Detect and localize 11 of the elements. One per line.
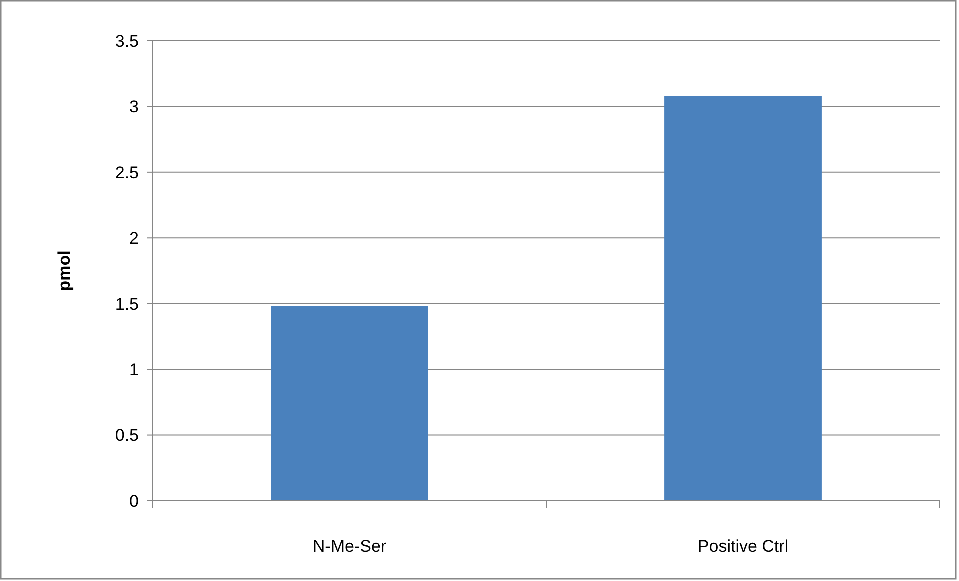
y-tick-label: 1 [130, 360, 139, 380]
y-tick-label: 3.5 [115, 32, 139, 51]
y-axis-title: pmol [55, 250, 74, 292]
y-tick-label: 2.5 [115, 163, 139, 182]
y-tick-label: 3 [130, 98, 139, 117]
y-tick-label: 0.5 [115, 426, 139, 446]
y-tick-label: 0 [130, 492, 139, 511]
x-tick-label: Positive Ctrl [698, 537, 789, 556]
y-tick-label: 2 [130, 229, 139, 248]
y-tick-label: 1.5 [115, 294, 139, 314]
x-tick-label: N-Me-Ser [312, 537, 387, 556]
